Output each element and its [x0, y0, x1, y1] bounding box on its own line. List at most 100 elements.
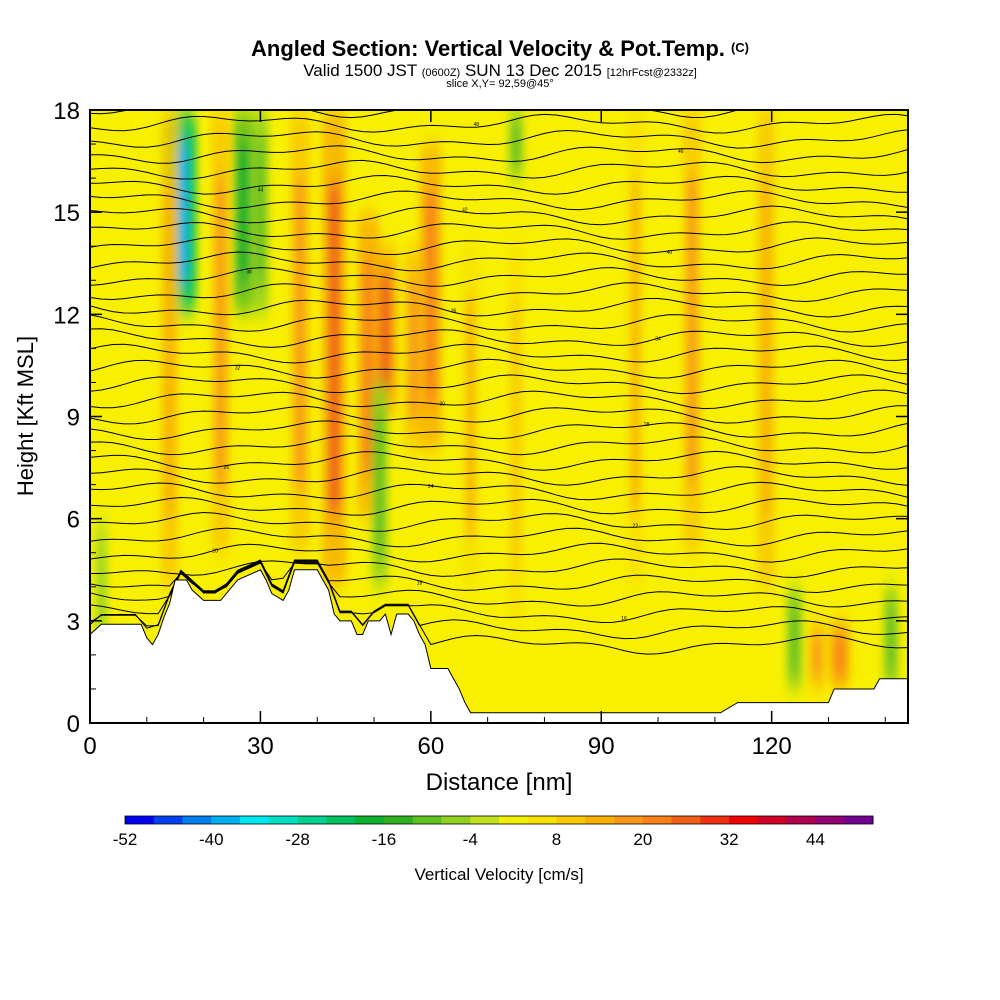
isentrope [90, 282, 908, 303]
velocity-core [98, 539, 105, 635]
x-tick-label: 60 [417, 733, 444, 760]
colorbar-swatch [125, 816, 155, 824]
colorbar-swatch [470, 816, 500, 824]
colorbar-swatch [757, 816, 788, 824]
velocity-core [834, 631, 846, 679]
isentrope-label: 34 [655, 336, 661, 342]
isentrope-label: 22 [633, 523, 639, 529]
velocity-core [165, 181, 174, 516]
velocity-core [761, 181, 771, 516]
colorbar-swatch [844, 816, 874, 824]
isentrope [90, 145, 908, 164]
isentrope [90, 374, 908, 395]
isentrope-label: 26 [224, 465, 230, 471]
colorbar-tick-label: 44 [806, 830, 825, 849]
title-unit: (C) [730, 40, 749, 55]
colorbar-swatch [182, 816, 212, 824]
velocity-field [94, 110, 899, 689]
isentrope [90, 527, 908, 548]
colorbar-swatch [671, 816, 701, 824]
isentrope [90, 560, 908, 624]
y-tick-label: 6 [67, 507, 80, 534]
colorbar-frame [124, 815, 874, 825]
isentrope [90, 190, 908, 211]
y-tick-label: 9 [67, 405, 80, 432]
isentrope [90, 511, 908, 532]
valid-date: SUN 13 Dec 2015 [464, 61, 602, 80]
isentrope [90, 435, 908, 456]
isentrope [90, 159, 908, 180]
velocity-core [408, 276, 419, 420]
isentrope-label: 32 [235, 365, 241, 371]
slice-info: slice X,Y= 92,59@45° [446, 78, 554, 90]
colorbar-swatch [383, 816, 414, 824]
isentrope [90, 221, 908, 240]
colorbar-swatch [441, 816, 471, 824]
colorbar-tick-label: -52 [113, 830, 138, 849]
forecast-info: [12hrFcst@2332z] [606, 67, 697, 79]
colorbar-swatch [297, 816, 327, 824]
isentrope [90, 389, 908, 410]
x-tick-label: 0 [83, 733, 96, 760]
velocity-core [328, 181, 341, 516]
colorbar-tick-label: -4 [463, 830, 478, 849]
isentrope [90, 420, 908, 441]
isentrope [90, 560, 908, 640]
velocity-core [256, 140, 265, 284]
colorbar-swatch [614, 816, 644, 824]
colorbar-swatch [815, 816, 845, 824]
y-tick-label: 3 [67, 609, 80, 636]
velocity-core [631, 181, 640, 516]
y-axis-label: Height [Kft MSL] [13, 336, 38, 496]
colorbar-swatch [786, 816, 816, 824]
isentrope [90, 496, 908, 516]
isentrope [90, 113, 908, 134]
colorbar-swatch [729, 816, 759, 824]
y-tick-label: 0 [67, 711, 80, 738]
velocity-core [238, 140, 249, 284]
isentrope [90, 328, 908, 348]
isentrope [90, 358, 908, 379]
colorbar-swatch [153, 816, 184, 824]
colorbar: -52 -40 -28 -16 -4 8 20 32 44 [113, 815, 874, 849]
colorbar-tick-label: -40 [199, 830, 224, 849]
colorbar-swatch [556, 816, 586, 824]
isentrope [90, 466, 908, 486]
colorbar-swatch [211, 816, 241, 824]
isentrope [90, 298, 908, 318]
isentrope-label: 48 [473, 122, 479, 128]
colorbar-swatch [499, 816, 529, 824]
y-tick-label: 15 [53, 200, 80, 227]
colorbar-swatch [268, 816, 299, 824]
velocity-core [812, 631, 822, 679]
isentrope [90, 251, 908, 272]
isentrope [90, 174, 908, 195]
valid-utc: (0600Z) [421, 67, 461, 79]
colorbar-swatch [527, 816, 558, 824]
isentrope-label: 38 [246, 270, 252, 276]
velocity-core [887, 602, 895, 674]
colorbar-tick-label: 20 [633, 830, 652, 849]
colorbar-tick-label: 8 [552, 830, 561, 849]
isentrope [90, 205, 908, 226]
colorbar-swatch [642, 816, 673, 824]
isentrope-label: 46 [678, 149, 684, 155]
isentrope [90, 562, 908, 594]
potential-temperature-contours: 141618202224262830323436384042444648 [90, 110, 908, 655]
isentrope [90, 314, 908, 333]
y-tick-label: 18 [53, 98, 80, 125]
velocity-core [295, 176, 306, 487]
isentrope [90, 343, 908, 364]
isentrope [90, 450, 908, 471]
velocity-core [512, 120, 520, 168]
isentrope-label: 20 [212, 549, 218, 555]
velocity-core [790, 602, 799, 674]
isentrope [90, 481, 908, 501]
velocity-core [215, 176, 226, 487]
isentrope-label: 16 [621, 616, 627, 622]
x-axis: 0 30 60 90 120 [83, 110, 886, 760]
isentrope [90, 558, 908, 579]
x-axis-label: Distance [nm] [426, 769, 573, 796]
